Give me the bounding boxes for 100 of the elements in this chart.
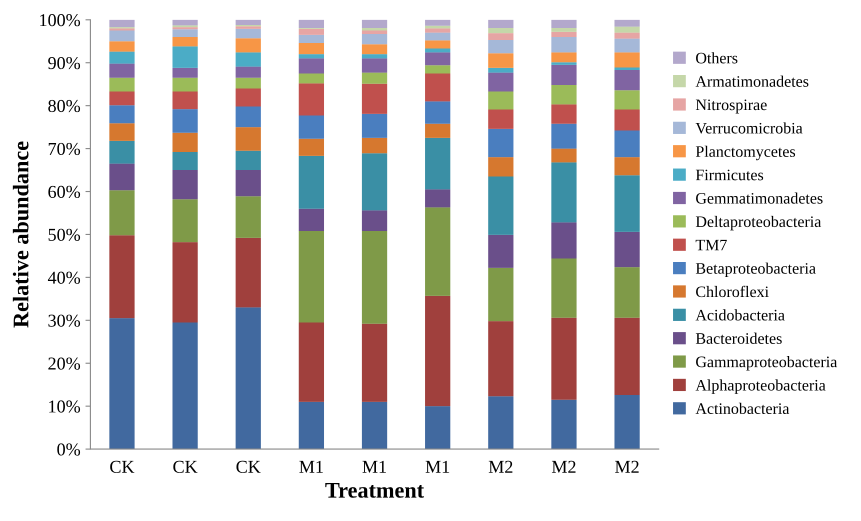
y-tick-label: 90%	[48, 56, 80, 70]
bar	[488, 53, 514, 68]
bar	[109, 41, 135, 52]
bar	[362, 30, 388, 34]
bar	[236, 52, 261, 67]
bar	[488, 396, 514, 450]
bar	[298, 28, 324, 35]
bar	[425, 207, 450, 296]
bar	[172, 46, 198, 68]
bar	[425, 138, 450, 190]
y-tick-label: 20%	[48, 358, 80, 370]
bar	[551, 20, 577, 28]
bar	[109, 30, 135, 42]
bar	[488, 40, 514, 54]
y-tick-label: 50%	[48, 228, 80, 241]
bar	[488, 234, 514, 268]
bar	[614, 90, 640, 110]
bar	[172, 68, 198, 78]
bar	[425, 101, 450, 124]
bar	[551, 52, 577, 62]
bar	[109, 190, 135, 236]
x-tick-label: M1	[362, 460, 386, 473]
bar	[614, 67, 640, 70]
x-axis-title: Treatment	[325, 483, 424, 498]
bar	[109, 140, 135, 164]
bar	[425, 40, 450, 49]
bar	[614, 70, 640, 90]
bar	[551, 318, 577, 400]
legend-label: Alphaproteobacteria	[696, 379, 826, 394]
bar	[362, 58, 388, 73]
bar	[172, 152, 198, 170]
bar	[109, 318, 135, 450]
bar	[488, 157, 514, 176]
bar	[425, 189, 450, 208]
legend-label: Nitrospirae	[696, 99, 767, 114]
bar	[362, 20, 388, 28]
bar	[362, 138, 388, 154]
y-tick-label: 10%	[49, 400, 80, 413]
legend-label: Gammaproteobacteria	[696, 356, 838, 371]
bar	[172, 170, 198, 200]
bar	[298, 54, 324, 58]
bar	[109, 105, 135, 124]
legend-label: Firmicutes	[696, 170, 764, 180]
bar	[362, 210, 388, 232]
bar	[551, 162, 577, 222]
bar	[488, 33, 514, 40]
bar	[172, 78, 198, 92]
bar	[551, 148, 577, 162]
y-tick-label: 100%	[40, 14, 80, 26]
x-tick-label: CK	[110, 460, 134, 473]
bar	[614, 52, 640, 68]
bar	[551, 32, 577, 37]
bar	[488, 91, 514, 110]
bar	[551, 85, 577, 104]
bar	[362, 153, 388, 210]
bar	[109, 28, 135, 31]
bar	[109, 123, 135, 141]
legend-label: Armatimonadetes	[696, 76, 808, 87]
bar	[425, 52, 450, 66]
bar	[236, 88, 261, 107]
legend-label: Betaproteobacteria	[696, 262, 816, 278]
bar	[488, 268, 514, 322]
bar	[488, 128, 514, 158]
bar	[614, 395, 640, 450]
bar	[298, 20, 324, 28]
x-tick-label: CK	[173, 460, 198, 473]
bar	[109, 235, 135, 318]
bar	[298, 116, 324, 139]
bar	[109, 164, 135, 190]
bar	[614, 232, 640, 268]
bar	[236, 20, 261, 25]
bar	[614, 32, 640, 39]
bar	[614, 130, 640, 158]
legend-label: Acidobacteria	[696, 309, 785, 321]
bar	[362, 324, 388, 402]
bar	[551, 258, 577, 318]
bar	[236, 307, 261, 450]
bar	[172, 29, 198, 37]
bar	[172, 36, 198, 46]
bar	[425, 48, 450, 52]
bar	[488, 20, 514, 28]
legend-label: TM7	[696, 240, 727, 250]
bar	[298, 156, 324, 209]
bar	[298, 83, 324, 116]
bar	[298, 138, 324, 156]
bar	[172, 199, 198, 242]
bar	[172, 242, 198, 322]
bar	[488, 321, 514, 396]
bar	[488, 72, 514, 92]
bar	[551, 36, 577, 52]
bar	[298, 42, 324, 54]
bar	[362, 44, 388, 54]
x-tick-label: M2	[552, 460, 576, 473]
bar	[551, 400, 577, 450]
bar	[488, 68, 514, 73]
bar	[362, 231, 388, 324]
bar	[236, 150, 261, 170]
x-tick-label: M2	[488, 460, 512, 473]
bar	[425, 28, 450, 33]
bar	[109, 78, 135, 92]
